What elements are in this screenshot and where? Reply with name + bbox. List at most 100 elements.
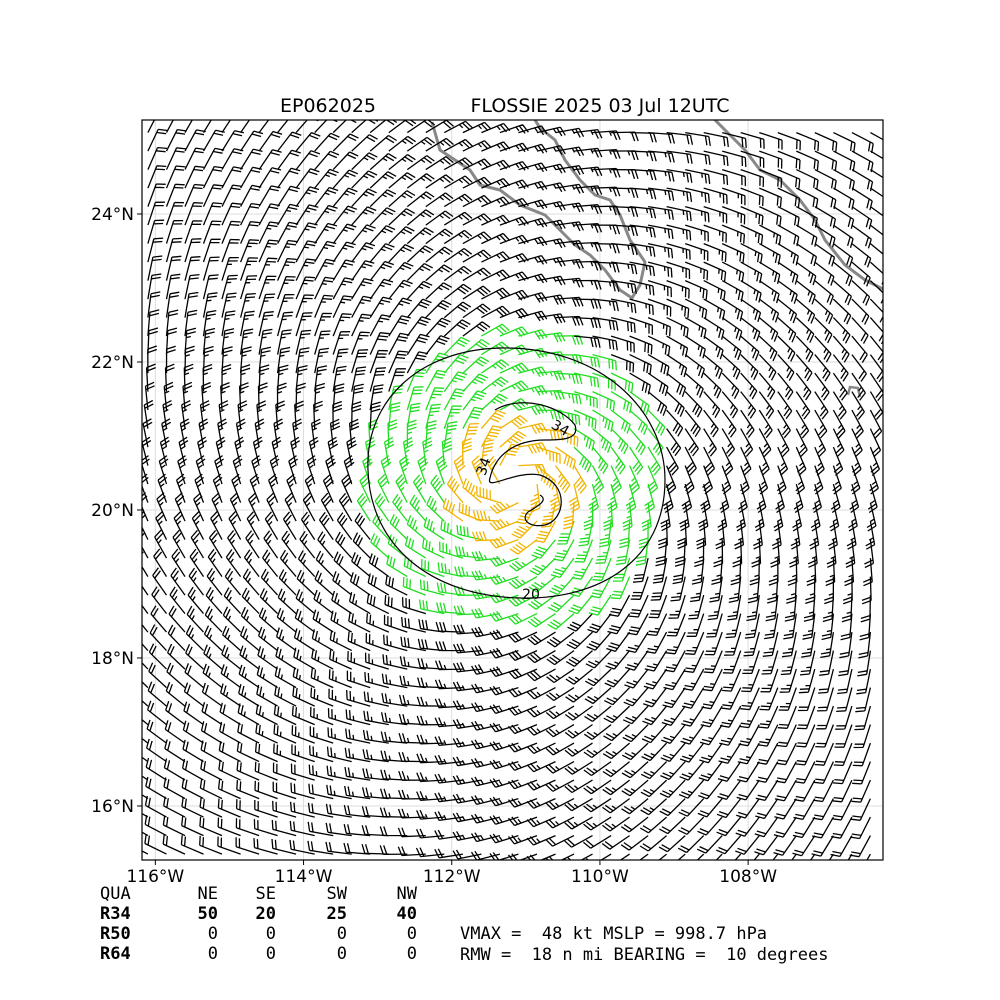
wind-barb [639,835,668,852]
wind-barb [369,332,390,355]
wind-barb [258,328,273,355]
wind-barb [832,409,846,439]
wind-barb [721,243,745,264]
wind-barb [592,557,612,581]
wind-barb [443,193,473,208]
wind-barb [380,731,408,744]
wind-barb [397,808,426,819]
wind-barb [827,520,838,550]
wind-barb [434,660,463,671]
wind-barb [152,567,168,596]
wind-barb [406,191,435,208]
wind-barb [326,765,352,781]
wind-barb [470,739,501,750]
wind-barb [849,483,860,514]
wind-barb [257,382,268,411]
wind-barb [184,345,195,374]
wind-barb [566,631,593,650]
wind-barb [499,271,529,282]
table-header: SW [327,884,348,904]
wind-barb [777,446,789,476]
wind-barb [565,687,593,703]
wind-barb [309,745,334,763]
wind-barb [666,131,694,145]
wind-barb [735,835,760,855]
wind-barb [697,502,709,532]
wind-barb [629,298,654,316]
wind-barb [696,853,705,860]
wind-barb [489,833,519,844]
wind-barb [822,595,835,623]
wind-barb [508,705,538,716]
wind-barb [434,773,463,784]
wind-barb [740,150,765,168]
wind-barb [422,538,445,559]
wind-barb [648,131,676,144]
wind-barb [777,317,797,343]
wind-barb [156,492,168,522]
wind-barb [472,510,500,522]
wind-barb [440,520,464,541]
wind-barb [295,131,321,152]
wind-barb [325,455,336,485]
wind-barb [397,827,426,838]
wind-barb [508,576,538,590]
wind-barb [314,330,331,355]
wind-barb [661,705,686,727]
wind-barb [406,419,417,448]
wind-barb [332,169,359,189]
wind-barb [668,594,686,619]
wind-barb [629,279,655,296]
wind-barb [295,186,320,207]
wind-barb [703,372,722,399]
wind-barb [147,327,159,355]
wind-barb [458,502,482,522]
wind-barb [147,309,160,337]
wind-barb [499,124,529,134]
wind-barb [777,169,801,189]
wind-barb [703,150,729,167]
wind-barb [777,705,797,729]
wind-barb [217,779,241,800]
wind-barb [275,627,297,652]
wind-barb [518,143,548,154]
map-title: FLOSSIE 2025 03 Jul 12UTC [471,95,730,117]
wind-barb [641,502,652,532]
wind-barb [142,831,149,837]
wind-barb [443,354,469,374]
wind-barb [508,742,538,753]
wind-barb [443,336,470,356]
wind-barb [181,777,204,800]
wind-barb [684,298,708,320]
wind-barb [661,724,686,745]
wind-barb [518,254,548,265]
wind-barb [684,335,706,359]
wind-barb [685,224,709,242]
wind-barb [852,742,872,767]
wind-barb [845,539,856,568]
wind-barb [264,511,279,540]
wind-barb [312,609,334,633]
wind-barb [740,168,765,188]
wind-barb [146,719,167,744]
wind-barb [351,313,372,337]
wind-barb [698,761,723,782]
wind-barb [722,150,747,168]
wind-barb [848,502,858,532]
wind-barb [545,724,575,738]
wind-barb [404,535,427,559]
wind-barb [462,158,492,171]
wind-barb [862,558,873,587]
wind-barb [419,579,445,596]
wind-barb [796,705,816,730]
wind-barb [221,292,237,318]
wind-barb [564,798,593,812]
wind-barb [177,455,187,485]
wind-barb [489,666,519,678]
wind-barb [526,705,556,718]
wind-barb [681,687,705,709]
wind-barb [555,127,585,138]
wind-barb [418,619,445,633]
wind-barb [610,316,636,333]
wind-barb [814,335,832,363]
